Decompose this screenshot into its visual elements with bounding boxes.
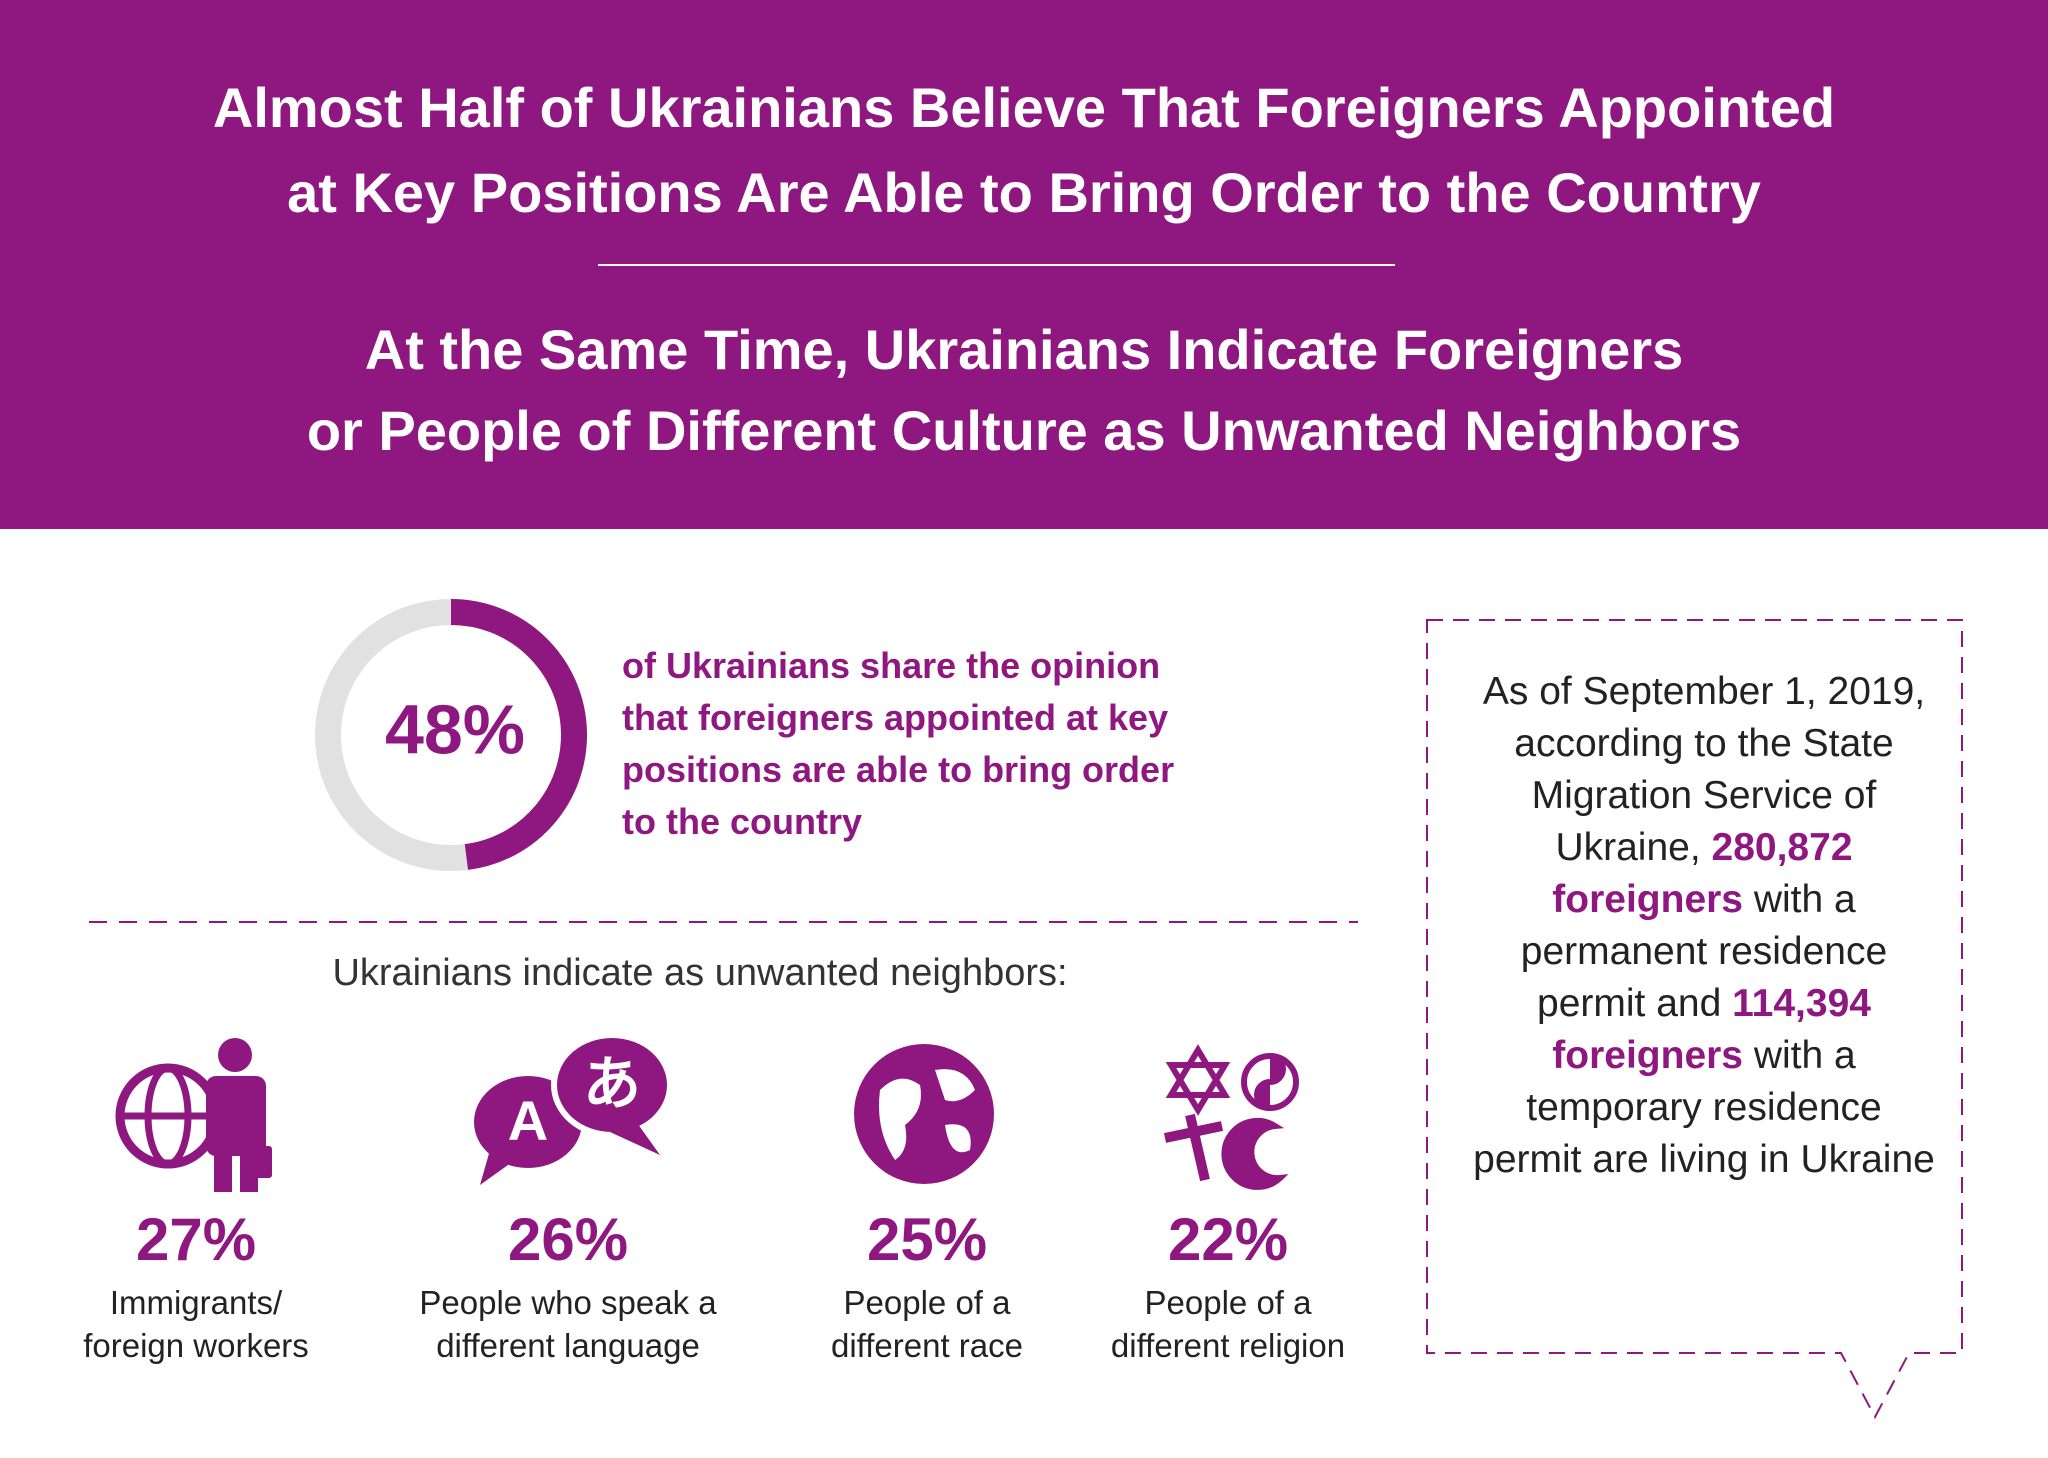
icon-race — [854, 1044, 994, 1184]
item-label-line: Immigrants/ — [109, 1284, 283, 1321]
text: with a temporary residence permit are li… — [1473, 1034, 1935, 1181]
item-label-line: different race — [830, 1327, 1023, 1364]
callout-text: As of September 1, 2019, according to th… — [1469, 666, 1939, 1186]
highlight: 280,872 foreigners — [1552, 826, 1853, 921]
item-label-line: People of a — [843, 1284, 1011, 1321]
divider — [598, 264, 1395, 266]
item-label-line: different religion — [1110, 1327, 1346, 1364]
text: with a permanent residence permit and — [1520, 878, 1888, 1025]
neighbors-heading: Ukrainians indicate as unwanted neighbor… — [332, 952, 1068, 994]
callout-box — [1426, 619, 1963, 1420]
item-label: People of a different religion — [1028, 1281, 1428, 1367]
title-line: at Key Positions Are Able to Bring Order… — [287, 161, 1761, 224]
donut-text: of Ukrainians share the opinion that for… — [622, 645, 1175, 842]
icon-language: A あ — [474, 1032, 673, 1185]
item-label-line: foreign workers — [83, 1327, 309, 1364]
item-label-line: People who speak a — [419, 1284, 717, 1321]
header: Almost Half of Ukrainians Believe That F… — [0, 0, 2048, 529]
item-label: Immigrants/foreign workers — [0, 1281, 396, 1367]
item-label: People of a different race — [727, 1281, 1127, 1367]
title-line: Almost Half of Ukrainians Believe That F… — [212, 76, 1836, 139]
item-percent: 22% — [1167, 1206, 1289, 1273]
donut-label: 48% — [385, 690, 525, 768]
icon-immigrants — [115, 1038, 272, 1192]
item-label-line: different language — [436, 1327, 700, 1364]
item-label: People who speak a different language — [368, 1281, 768, 1367]
svg-text:A: A — [508, 1089, 548, 1152]
icon-religion — [1163, 1044, 1299, 1190]
text: As of September 1, 2019, according to th… — [1482, 670, 1926, 869]
item-percent: 27% — [135, 1206, 257, 1273]
item-percent: 25% — [866, 1206, 988, 1273]
donut-arc — [450, 599, 587, 870]
subtitle-line: At the Same Time, Ukrainians Indicate Fo… — [364, 318, 1684, 381]
item-label-line: People of a — [1144, 1284, 1312, 1321]
subtitle-line: or People of Different Culture as Unwant… — [306, 399, 1742, 462]
highlight: 114,394 foreigners — [1552, 982, 1871, 1077]
svg-text:あ: あ — [583, 1051, 641, 1116]
item-percent: 26% — [507, 1206, 629, 1273]
